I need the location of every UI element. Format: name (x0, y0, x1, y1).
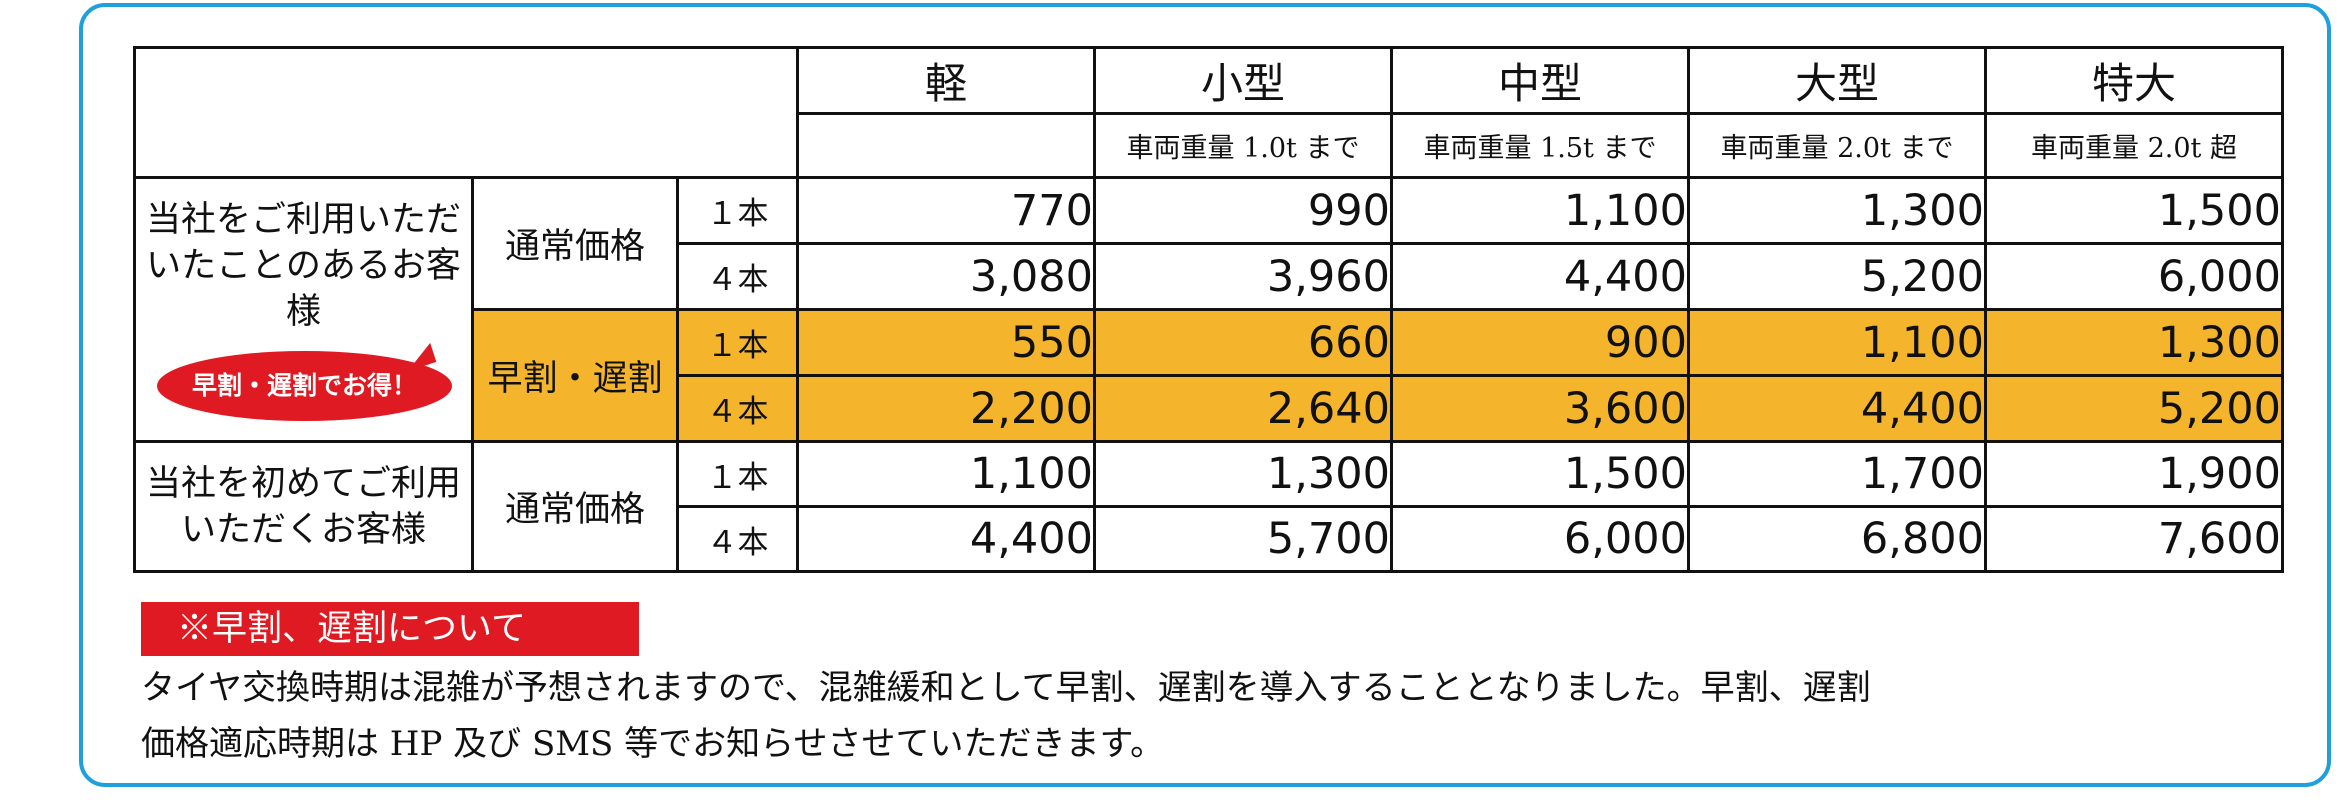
qty-four: ４本 (676, 505, 799, 573)
note-title: ※早割、遅割について (141, 602, 639, 656)
returning-regular-label: 通常価格 (471, 176, 679, 311)
price-cell: 7,600 (1984, 505, 2284, 573)
price-cell: 6,800 (1687, 505, 1987, 573)
price-cell: 1,300 (1687, 176, 1987, 245)
price-cell: 1,500 (1390, 440, 1690, 508)
price-cell: 5,200 (1984, 374, 2284, 443)
size-name-xlarge: 特大 (1984, 46, 2284, 115)
early-discount-badge: 早割・遅割でお得！ (157, 351, 452, 421)
size-weight-large: 車両重量 2.0t まで (1687, 112, 1987, 179)
table-row: 当社をご利用いただいたことのあるお客様 早割・遅割でお得！ 通常価格 １本 77… (133, 176, 2284, 443)
price-cell: 1,100 (796, 440, 1096, 508)
size-name-kei: 軽 (796, 46, 1096, 115)
note-line-1: タイヤ交換時期は混雑が予想されますので、混雑緩和として早割、遅割を導入することと… (141, 668, 1871, 708)
size-name-medium: 中型 (1390, 46, 1690, 115)
size-weight-xlarge: 車両重量 2.0t 超 (1984, 112, 2284, 179)
price-cell: 5,700 (1093, 505, 1393, 573)
header-row-size-names: 軽 小型 中型 大型 特大 (133, 46, 2284, 179)
price-cell: 550 (796, 308, 1096, 377)
price-cell: 900 (1390, 308, 1690, 377)
table-row: ４本 4,400 5,700 6,000 6,800 7,600 (135, 505, 2284, 573)
size-weight-medium: 車両重量 1.5t まで (1390, 112, 1690, 179)
new-customer-label: 当社を初めてご利用いただくお客様 (133, 440, 474, 573)
qty-one: １本 (676, 176, 799, 245)
note-line-2: 価格適応時期は HP 及び SMS 等でお知らせさせていただきます。 (141, 724, 1165, 764)
size-weight-kei (796, 112, 1096, 179)
price-cell: 4,400 (1390, 242, 1690, 311)
table-row: 当社を初めてご利用いただくお客様 通常価格 １本 1,100 1,300 1,5… (133, 440, 2284, 573)
table-row-highlight: 早割・遅割 １本 550 660 900 1,100 1,300 (134, 308, 2284, 443)
qty-one: １本 (676, 308, 799, 377)
price-cell: 4,400 (1687, 374, 1987, 443)
price-cell: 4,400 (796, 505, 1096, 573)
price-cell: 770 (796, 176, 1096, 245)
returning-customer-cell: 当社をご利用いただいたことのあるお客様 早割・遅割でお得！ (133, 176, 474, 443)
qty-four: ４本 (676, 242, 799, 311)
price-cell: 660 (1093, 308, 1393, 377)
price-cell: 5,200 (1687, 242, 1987, 311)
header-blank-cell (133, 46, 799, 179)
price-cell: 1,100 (1390, 176, 1690, 245)
note-body: タイヤ交換時期は混雑が予想されますので、混雑緩和として早割、遅割を導入することと… (141, 660, 2291, 772)
price-cell: 990 (1093, 176, 1393, 245)
price-cell: 3,080 (796, 242, 1096, 311)
price-cell: 1,900 (1984, 440, 2284, 508)
price-table: 軽 小型 中型 大型 特大 車両重量 1.0t まで 車両重量 1.5t まで … (133, 46, 2284, 573)
size-name-large: 大型 (1687, 46, 1987, 115)
new-regular-label: 通常価格 (471, 440, 679, 573)
size-weight-small: 車両重量 1.0t まで (1093, 112, 1393, 179)
returning-customer-label: 当社をご利用いただいたことのあるお客様 (145, 200, 461, 332)
table-row: ４本 3,080 3,960 4,400 5,200 6,000 (135, 242, 2284, 311)
qty-one: １本 (676, 440, 799, 508)
price-cell: 3,960 (1093, 242, 1393, 311)
price-cell: 1,300 (1093, 440, 1393, 508)
price-cell: 1,100 (1687, 308, 1987, 377)
price-cell: 6,000 (1984, 242, 2284, 311)
size-name-small: 小型 (1093, 46, 1393, 115)
header-row-weights: 車両重量 1.0t まで 車両重量 1.5t まで 車両重量 2.0t まで 車… (135, 112, 2284, 179)
price-cell: 6,000 (1390, 505, 1690, 573)
price-cell: 3,600 (1390, 374, 1690, 443)
price-cell: 1,500 (1984, 176, 2284, 245)
price-cell: 1,300 (1984, 308, 2284, 377)
price-cell: 1,700 (1687, 440, 1987, 508)
table-row-highlight: ４本 2,200 2,640 3,600 4,400 5,200 (134, 374, 2284, 443)
returning-early-label: 早割・遅割 (471, 308, 679, 443)
price-cell: 2,200 (796, 374, 1096, 443)
price-cell: 2,640 (1093, 374, 1393, 443)
qty-four: ４本 (676, 374, 799, 443)
